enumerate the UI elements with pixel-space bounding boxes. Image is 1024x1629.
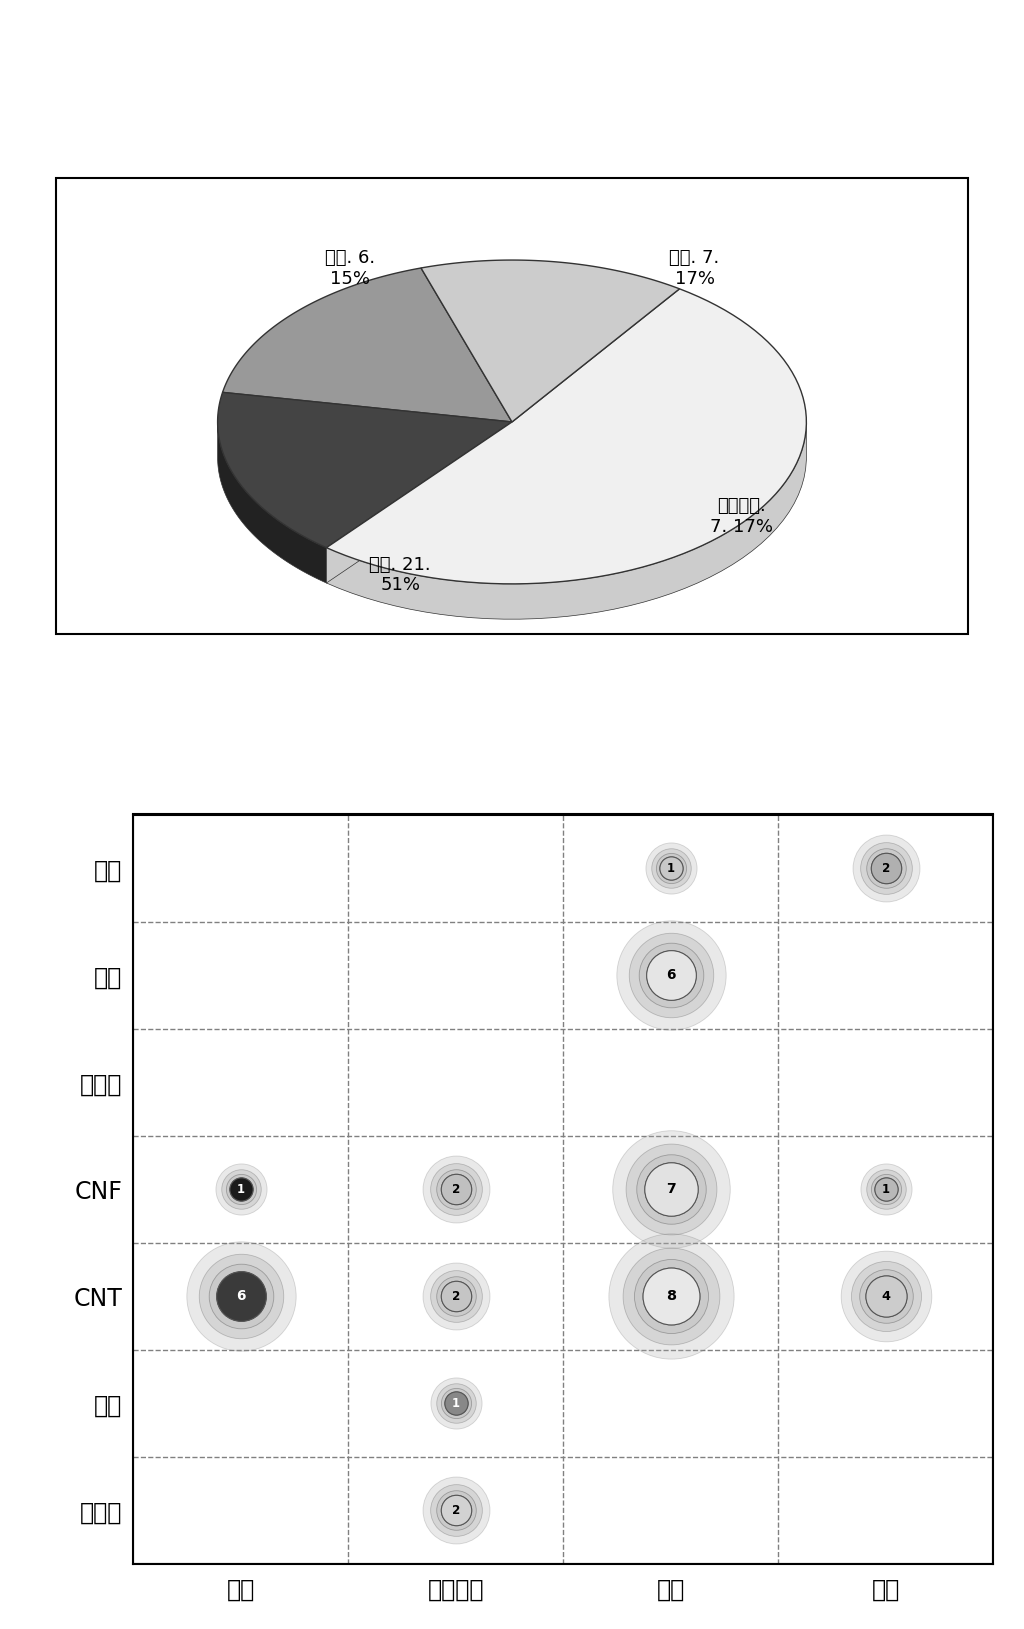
Point (878, 1284, 894, 1310)
Text: 2: 2 (452, 1183, 460, 1196)
Point (878, 855, 894, 881)
Polygon shape (218, 393, 512, 547)
Text: 1: 1 (452, 1396, 460, 1409)
Point (878, 855, 894, 881)
Point (447, 1176, 464, 1202)
Text: 2: 2 (452, 1504, 460, 1517)
Point (447, 1497, 464, 1523)
Point (447, 1284, 464, 1310)
Point (663, 855, 679, 881)
Point (663, 1176, 679, 1202)
Point (663, 1176, 679, 1202)
Point (663, 855, 679, 881)
Point (447, 1176, 464, 1202)
Polygon shape (327, 422, 512, 583)
Text: 기업. 21.
51%: 기업. 21. 51% (370, 555, 431, 595)
Text: 1: 1 (882, 1183, 890, 1196)
Point (663, 1284, 679, 1310)
Point (232, 1176, 249, 1202)
Point (232, 1284, 249, 1310)
Point (447, 1497, 464, 1523)
Point (447, 1497, 464, 1523)
Point (232, 1176, 249, 1202)
Point (878, 1176, 894, 1202)
Point (878, 1284, 894, 1310)
Point (663, 1284, 679, 1310)
Text: 7: 7 (666, 1183, 676, 1196)
Point (663, 855, 679, 881)
Point (447, 1176, 464, 1202)
Polygon shape (218, 425, 327, 583)
Point (878, 1176, 894, 1202)
Point (447, 1390, 464, 1416)
Point (663, 1176, 679, 1202)
Point (447, 1390, 464, 1416)
Polygon shape (327, 288, 806, 583)
Point (878, 1284, 894, 1310)
Point (447, 1390, 464, 1416)
Polygon shape (421, 261, 680, 422)
Point (878, 1284, 894, 1310)
Point (447, 1176, 464, 1202)
Point (878, 1284, 894, 1310)
Point (232, 1176, 249, 1202)
Text: 1: 1 (667, 862, 675, 875)
Point (447, 1390, 464, 1416)
Point (663, 1176, 679, 1202)
Point (663, 1284, 679, 1310)
Point (232, 1284, 249, 1310)
Point (663, 963, 679, 989)
Point (663, 963, 679, 989)
Point (878, 855, 894, 881)
Point (663, 1176, 679, 1202)
Text: 2: 2 (452, 1290, 460, 1303)
Point (663, 963, 679, 989)
Point (447, 1497, 464, 1523)
Point (878, 1176, 894, 1202)
Point (447, 1284, 464, 1310)
Point (447, 1284, 464, 1310)
Text: 8: 8 (666, 1289, 676, 1303)
Point (663, 1284, 679, 1310)
Text: 1: 1 (237, 1183, 245, 1196)
Point (232, 1176, 249, 1202)
Point (878, 1176, 894, 1202)
Point (232, 1284, 249, 1310)
Polygon shape (327, 425, 806, 619)
Point (878, 855, 894, 881)
Text: 6: 6 (236, 1289, 246, 1303)
Point (663, 855, 679, 881)
Point (447, 1284, 464, 1310)
Point (878, 1176, 894, 1202)
Polygon shape (327, 422, 512, 583)
Point (663, 855, 679, 881)
Text: 6: 6 (666, 968, 676, 982)
Text: 2: 2 (882, 862, 890, 875)
Point (663, 963, 679, 989)
Point (232, 1176, 249, 1202)
Point (232, 1284, 249, 1310)
Point (447, 1497, 464, 1523)
Point (447, 1284, 464, 1310)
Text: 공공기관.
7. 17%: 공공기관. 7. 17% (710, 497, 773, 536)
Text: 개인. 7.
17%: 개인. 7. 17% (670, 249, 720, 288)
Polygon shape (222, 269, 512, 422)
Point (663, 963, 679, 989)
Point (878, 855, 894, 881)
Point (447, 1390, 464, 1416)
Text: 4: 4 (882, 1290, 890, 1303)
Point (447, 1176, 464, 1202)
Point (232, 1284, 249, 1310)
Point (663, 1284, 679, 1310)
Text: 대학. 6.
15%: 대학. 6. 15% (325, 249, 375, 288)
